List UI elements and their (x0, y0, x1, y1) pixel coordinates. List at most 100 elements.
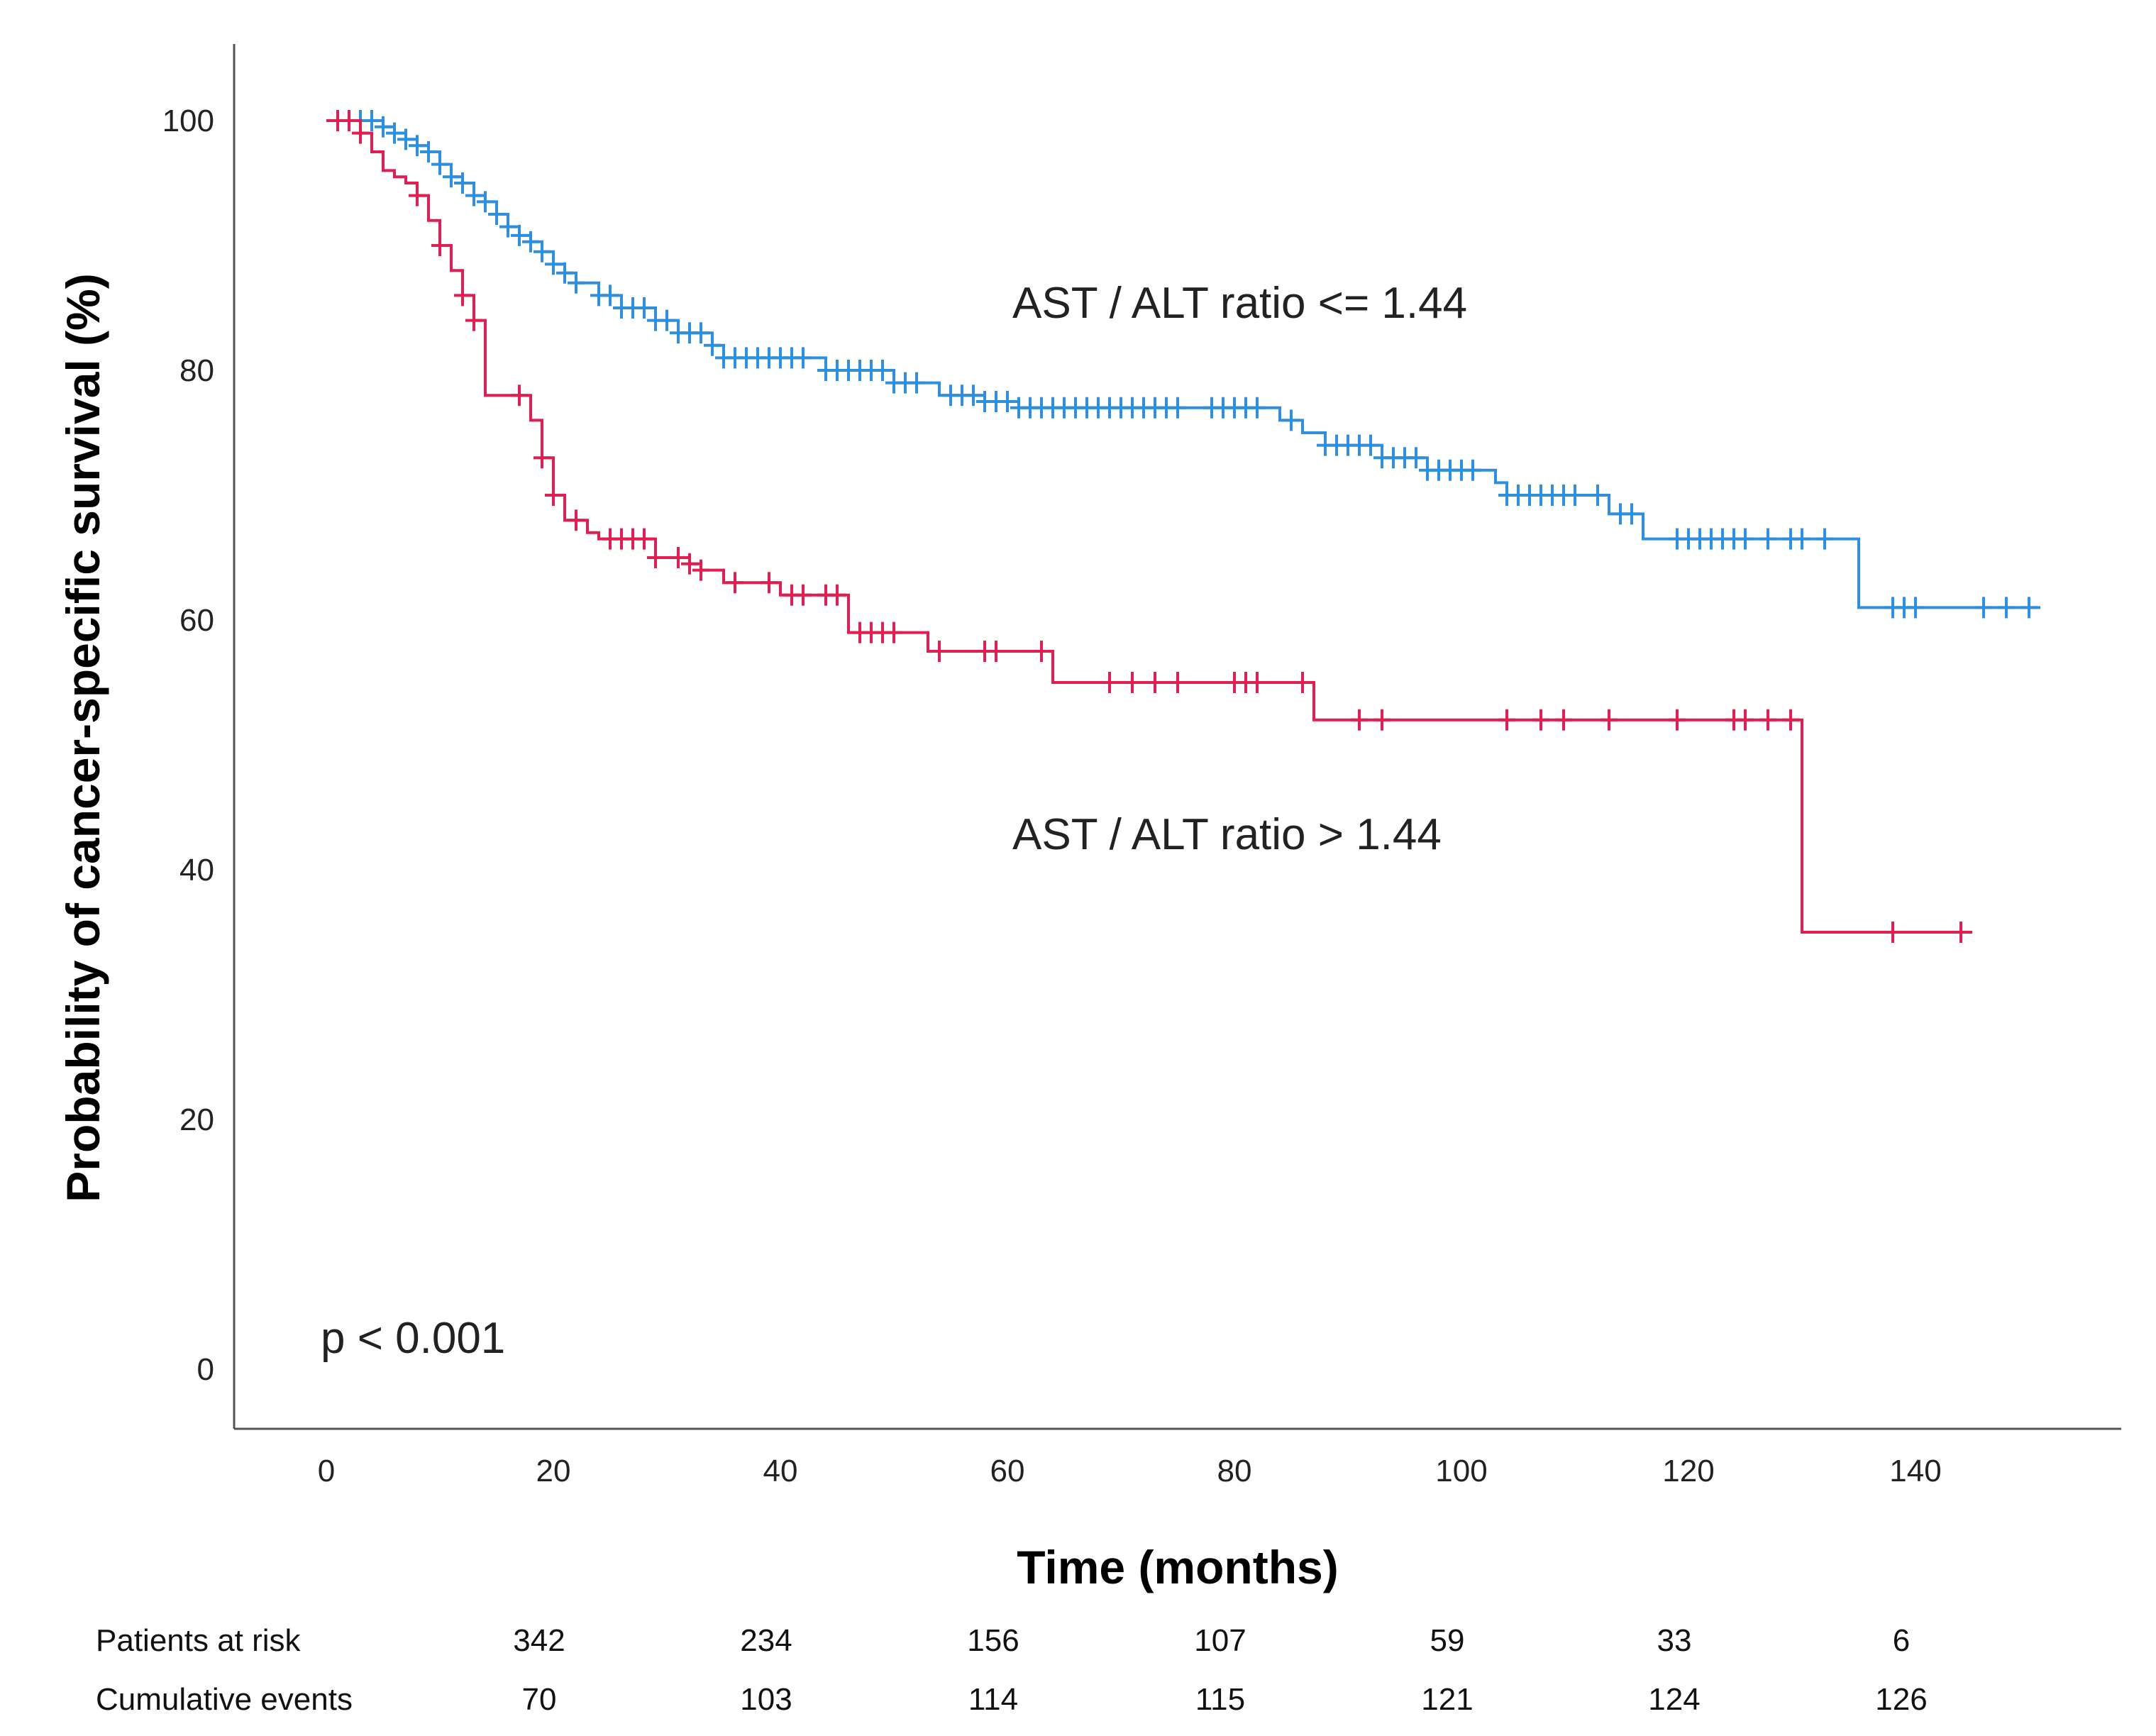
censor-mark (1408, 447, 1425, 469)
censor-mark (670, 547, 687, 568)
censor-mark (761, 572, 778, 594)
censor-mark (1737, 709, 1754, 731)
censor-mark (522, 231, 539, 253)
censor-mark (647, 547, 664, 568)
censor-mark (1498, 709, 1515, 731)
patients-at-risk-value: 59 (1430, 1623, 1465, 1658)
censor-mark (1884, 922, 1901, 943)
censor-mark (999, 391, 1016, 412)
censor-mark (341, 110, 358, 131)
censor-mark (534, 241, 551, 262)
censor-mark (1669, 709, 1686, 731)
censor-mark (636, 528, 653, 550)
censor-mark (704, 334, 721, 356)
censor-mark (726, 572, 743, 594)
censor-mark (1907, 597, 1924, 619)
censor-mark (1373, 709, 1391, 731)
censor-mark (1793, 528, 1811, 550)
censor-mark (1566, 485, 1583, 506)
p-value-annotation: p < 0.001 (321, 1314, 505, 1363)
censor-mark (477, 191, 494, 213)
censor-mark (375, 116, 392, 138)
censor-mark (545, 485, 562, 506)
censor-mark (488, 204, 505, 225)
censor-mark (545, 253, 562, 275)
censor-mark (454, 172, 471, 194)
risk-row-label-cumulative-events: Cumulative events (96, 1682, 353, 1717)
censor-mark (1283, 409, 1300, 431)
x-tick-label: 60 (990, 1454, 1025, 1488)
y-tick-label: 60 (179, 603, 214, 638)
censor-mark (1351, 709, 1368, 731)
censor-mark (499, 216, 516, 238)
censor-mark (1294, 672, 1311, 693)
censor-mark (2020, 597, 2038, 619)
censor-mark (692, 322, 709, 344)
censor-mark (908, 372, 925, 394)
censor-mark (1759, 528, 1776, 550)
censor-mark (1033, 641, 1050, 662)
series-line (326, 119, 2040, 609)
censor-mark (1623, 503, 1640, 525)
censor-mark (1759, 709, 1776, 731)
censor-mark (1101, 672, 1118, 693)
censor-mark (1601, 709, 1618, 731)
y-tick-labels: 0 20 40 60 80 100 (162, 104, 214, 1387)
patients-at-risk-value: 6 (1893, 1623, 1910, 1658)
censor-mark (431, 235, 448, 256)
censor-mark (397, 128, 414, 150)
censor-mark (1249, 397, 1266, 419)
censor-mark (658, 309, 675, 331)
censor-mark (1169, 397, 1186, 419)
y-tick-label: 100 (162, 104, 214, 138)
survival-curves (326, 110, 2040, 943)
censor-mark (386, 122, 403, 144)
censor-mark (795, 347, 812, 369)
cumulative-events-value: 115 (1195, 1682, 1245, 1717)
x-tick-label: 100 (1435, 1454, 1487, 1488)
label-ratio-low: AST / ALT ratio <= 1.44 (1012, 279, 1467, 328)
censor-mark (454, 284, 471, 306)
censor-mark (988, 641, 1005, 662)
patients-at-risk-value: 156 (967, 1623, 1019, 1658)
y-tick-label: 40 (179, 853, 214, 888)
x-axis-title: Time (months) (1017, 1541, 1338, 1593)
y-tick-label: 20 (179, 1102, 214, 1137)
censor-mark (465, 184, 482, 206)
censor-mark (420, 141, 437, 162)
censor-mark (1124, 672, 1141, 693)
y-axis-title: Probability of cancer-specific survival … (57, 273, 109, 1202)
censor-mark (602, 284, 619, 306)
x-tick-labels: 0 20 40 60 80 100 120 140 (318, 1454, 1942, 1488)
x-tick-label: 120 (1662, 1454, 1714, 1488)
censor-mark (1362, 434, 1379, 456)
patients-at-risk-value: 33 (1657, 1623, 1692, 1658)
censor-mark (692, 559, 709, 581)
label-ratio-high: AST / ALT ratio > 1.44 (1012, 810, 1442, 859)
censor-mark (556, 262, 573, 284)
censor-mark (1816, 528, 1833, 550)
patients-at-risk-value: 342 (513, 1623, 565, 1658)
censor-mark (352, 122, 369, 144)
risk-table: Patients at risk Cumulative events 342 23… (96, 1623, 1928, 1717)
censor-mark (1249, 672, 1266, 693)
censor-mark (1737, 528, 1754, 550)
censor-mark (363, 110, 380, 131)
y-tick-label: 0 (197, 1352, 214, 1387)
censor-mark (795, 584, 812, 606)
censor-mark (465, 309, 482, 331)
patients-at-risk-value: 234 (740, 1623, 792, 1658)
censor-mark (1532, 709, 1549, 731)
censor-mark (885, 621, 902, 643)
censor-mark (681, 553, 698, 575)
x-tick-label: 40 (763, 1454, 798, 1488)
censor-mark (874, 360, 891, 381)
cumulative-events-value: 114 (968, 1682, 1018, 1717)
cumulative-events-value: 70 (522, 1682, 557, 1717)
censor-mark (1998, 597, 2015, 619)
censor-mark (1555, 709, 1572, 731)
cumulative-events-value: 121 (1421, 1682, 1473, 1717)
axes (233, 44, 2121, 1430)
x-tick-label: 140 (1889, 1454, 1941, 1488)
